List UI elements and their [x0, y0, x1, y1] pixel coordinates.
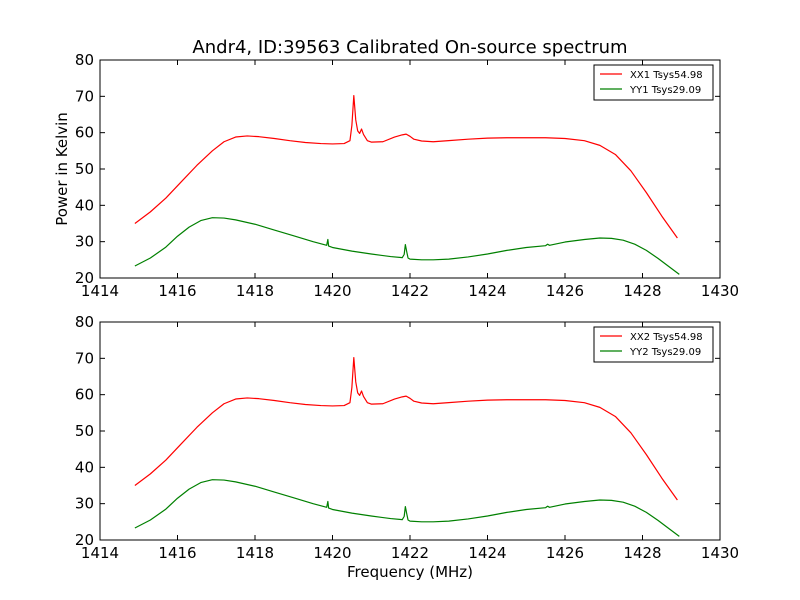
bottom-panel: 1414 1416 1418 1420 1422 1424 1426 1428 1430 20 30… — [75, 313, 739, 581]
y-tick-label: 80 — [75, 313, 94, 331]
legend-label: XX2 Tsys54.98 — [630, 332, 703, 343]
x-tick-label: 1428 — [623, 544, 661, 562]
x-tick-label: 1420 — [313, 282, 351, 300]
x-tick-label: 1424 — [468, 282, 506, 300]
legend-label: YY2 Tsys29.09 — [629, 347, 701, 358]
x-tick-label: 1422 — [391, 544, 429, 562]
y-tick-label: 60 — [75, 386, 94, 404]
x-tick-label: 1418 — [236, 282, 274, 300]
x-tick-label: 1426 — [546, 282, 584, 300]
series-line-yy — [134, 217, 680, 275]
x-tick-label: 1420 — [313, 544, 351, 562]
x-tick-label: 1414 — [81, 544, 119, 562]
legend-label: YY1 Tsys29.09 — [629, 85, 701, 96]
x-tick-label: 1430 — [701, 282, 739, 300]
x-tick-label: 1416 — [158, 282, 196, 300]
y-tick-label: 40 — [75, 458, 94, 476]
legend-label: XX1 Tsys54.98 — [630, 70, 703, 81]
y-tick-label: 30 — [75, 495, 94, 513]
x-tick-label: 1418 — [236, 544, 274, 562]
y-tick-label: 80 — [75, 51, 94, 69]
y-tick-label: 50 — [75, 160, 94, 178]
series-line-xx — [134, 357, 678, 501]
y-axis-label: Power in Kelvin — [53, 112, 71, 226]
x-axis-label: Frequency (MHz) — [347, 563, 473, 581]
y-tick-label: 20 — [75, 269, 94, 287]
legend: XX1 Tsys54.98 YY1 Tsys29.09 — [593, 64, 714, 101]
y-tick-label: 40 — [75, 196, 94, 214]
x-tick-label: 1424 — [468, 544, 506, 562]
x-tick-label: 1422 — [391, 282, 429, 300]
y-tick-label: 60 — [75, 124, 94, 142]
y-tick-label: 30 — [75, 233, 94, 251]
top-panel: 1414 1416 1418 1420 1422 1424 1426 1428 1430 20 30… — [53, 51, 739, 300]
y-tick-label: 70 — [75, 87, 94, 105]
series-line-xx — [134, 95, 678, 239]
chart-title: Andr4, ID:39563 Calibrated On-source spe… — [192, 37, 627, 58]
y-tick-label: 20 — [75, 531, 94, 549]
x-tick-label: 1426 — [546, 544, 584, 562]
legend-box — [593, 64, 714, 101]
x-tick-label: 1430 — [701, 544, 739, 562]
x-tick-label: 1416 — [158, 544, 196, 562]
legend: XX2 Tsys54.98 YY2 Tsys29.09 — [593, 326, 714, 363]
legend-box — [593, 326, 714, 363]
y-tick-label: 70 — [75, 349, 94, 367]
x-tick-label: 1428 — [623, 282, 661, 300]
x-tick-label: 1414 — [81, 282, 119, 300]
series-line-yy — [134, 479, 680, 537]
y-tick-label: 50 — [75, 422, 94, 440]
